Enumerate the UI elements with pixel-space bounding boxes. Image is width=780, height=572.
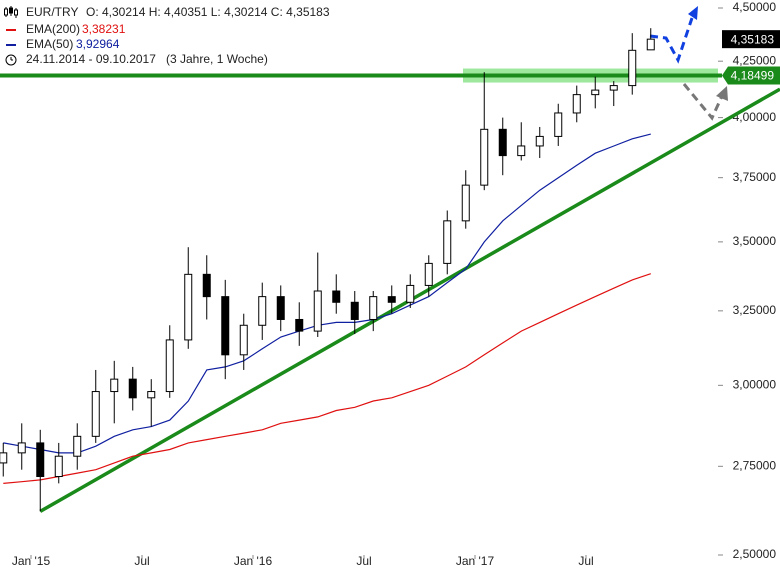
bullish-arrow [649,17,694,64]
candle-body [73,435,82,457]
candle-body [17,442,26,454]
candle-body [517,145,526,157]
candle-body [535,135,544,147]
y-tick-label: 4,25000 [733,53,777,67]
candle-icon [4,6,18,18]
x-tick-label: Jul [134,554,149,568]
candle-body [628,49,637,87]
candle-body [295,318,304,332]
clock-icon [5,54,17,66]
date-range: 24.11.2014 - 09.10.2017 [26,52,156,66]
x-tick-label: Jan '15 [12,554,51,568]
period: (3 Jahre, 1 Woche) [166,52,268,66]
candle-body [276,296,285,320]
candle-body [54,455,63,478]
candle-body [258,296,267,326]
candle-body [591,89,600,96]
candle-body [350,301,359,320]
candle-body [147,391,156,399]
candle-body [498,128,507,157]
candle-body [332,290,341,303]
candle-body [91,391,100,437]
legend-entry: EMA(200) [26,22,80,36]
arrow-head [688,6,698,20]
candle-body [221,296,230,356]
x-tick-label: Jul [356,554,371,568]
candle-body [443,220,452,264]
candle-body [406,284,415,303]
ema-line [3,273,651,484]
symbol: EUR/TRY [26,5,78,19]
candle-body [0,452,8,464]
legend-value: 3,92964 [76,37,120,51]
ohlc: O: 4,30214 H: 4,40351 L: 4,30214 C: 4,35… [86,5,330,19]
y-tick-label: 3,25000 [733,303,777,317]
candle-body [36,442,45,478]
header: EUR/TRY O: 4,30214 H: 4,40351 L: 4,30214… [4,5,330,66]
candle-body [369,296,378,320]
y-tick-label: 2,75000 [733,458,777,472]
support-box [722,66,780,85]
candle-body [202,273,211,298]
legend-value: 3,38231 [82,22,126,36]
x-tick-label: Jan '17 [456,554,495,568]
last-price-box [722,30,780,49]
candle-body [128,378,137,399]
candle-body [165,339,174,393]
candle-body [609,85,618,91]
candle-body [387,296,396,303]
x-tick-label: Jan '16 [234,554,273,568]
support-label: 4,18499 [731,69,775,83]
arrow-head [716,86,728,101]
forecast-arrows [649,6,728,121]
candle-body [480,128,489,186]
y-tick-label: 2,50000 [733,547,777,561]
candle-body [313,290,322,332]
candle-body [110,378,119,393]
candle-body [572,94,581,114]
y-tick-label: 4,50000 [733,0,777,14]
y-tick-label: 4,00000 [733,110,777,124]
candle-body [184,273,193,341]
bearish-arrow [682,83,724,121]
candle-body [554,112,563,137]
candle-body [239,324,248,356]
candle-body [646,38,655,51]
y-tick-label: 3,00000 [733,378,777,392]
candle-body [424,262,433,286]
y-tick-label: 3,50000 [733,234,777,248]
legend-entry: EMA(50) [26,37,73,51]
last-price-label: 4,35183 [731,32,775,46]
y-tick-label: 3,75000 [733,170,777,184]
ema-line [3,133,651,454]
candle-body [461,184,470,222]
x-tick-label: Jul [578,554,593,568]
